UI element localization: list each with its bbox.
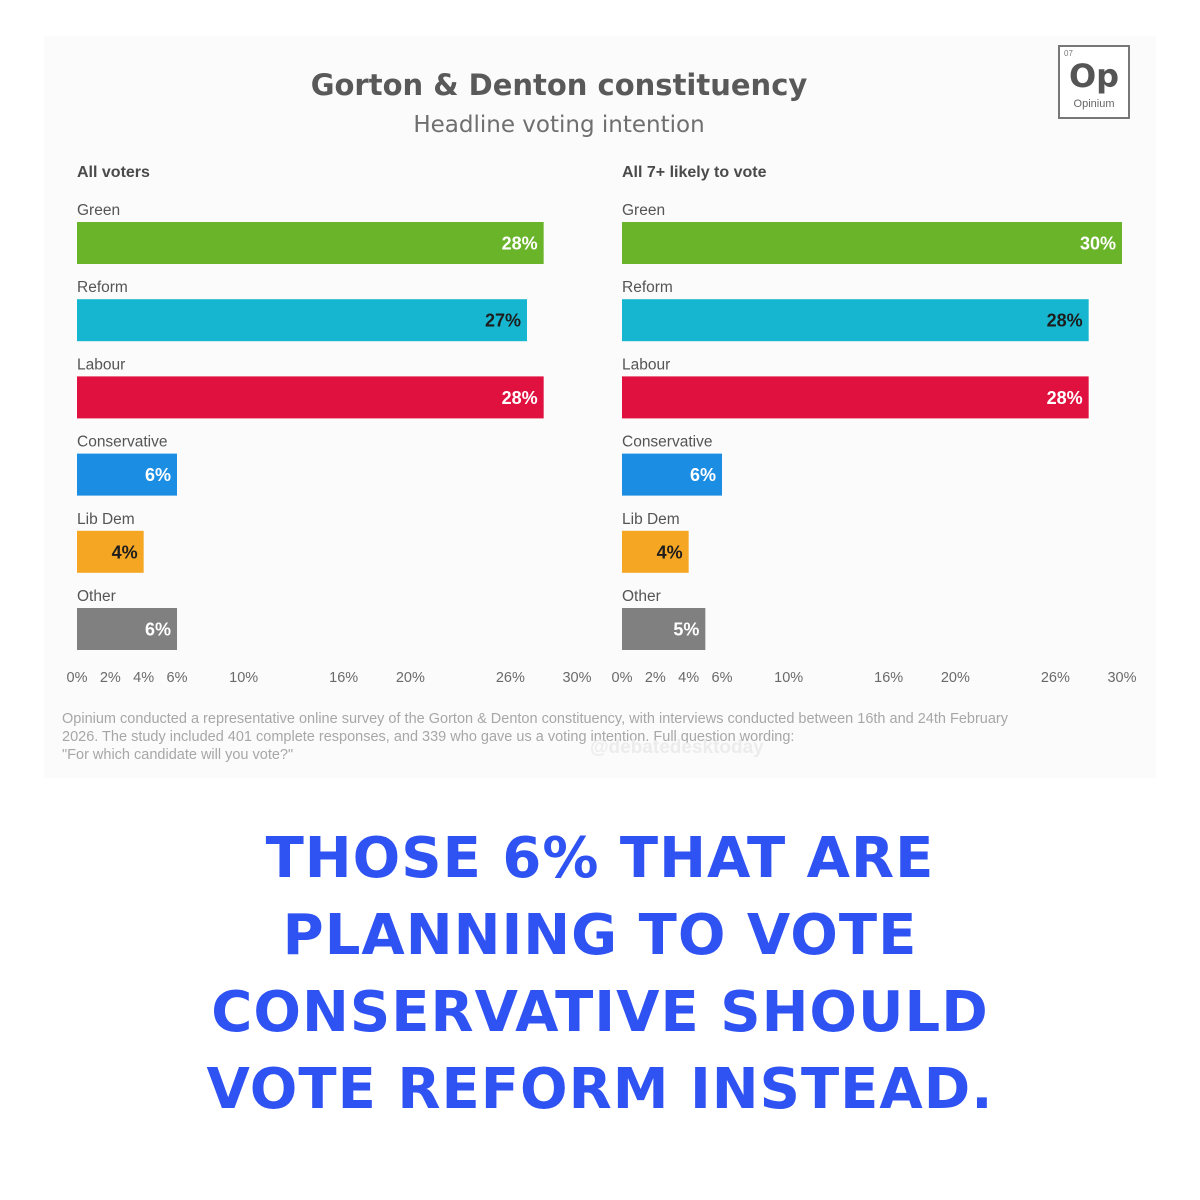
x-tick-label: 16% (329, 670, 358, 686)
category-label-lib-dem: Lib Dem (622, 511, 680, 528)
category-label-reform: Reform (77, 279, 128, 296)
bar-green (622, 222, 1122, 264)
category-label-labour: Labour (622, 356, 670, 373)
caption-line-3: CONSERVATIVE SHOULD (211, 980, 989, 1045)
category-label-lib-dem: Lib Dem (77, 511, 135, 528)
bar-other (77, 608, 177, 650)
chart-subtitle: Headline voting intention (413, 112, 705, 138)
logo-name: Opinium (1073, 98, 1115, 110)
x-tick-label: 20% (941, 670, 970, 686)
bar-charts: Green 28% Reform 27% Labour 28% Conservative 6%… (67, 202, 1137, 686)
bar-conservative (622, 453, 722, 496)
category-label-conservative: Conservative (622, 434, 712, 451)
x-tick-label: 30% (562, 670, 591, 686)
panel-title-likely-voters: All 7+ likely to vote (622, 164, 767, 181)
x-tick-label: 0% (67, 670, 88, 686)
x-tick-label: 0% (612, 670, 633, 686)
value-label-labour: 28% (1047, 388, 1083, 408)
x-tick-label: 4% (678, 670, 699, 686)
opinium-logo: 07 Op Opinium (1058, 45, 1130, 119)
logo-symbol: Op (1068, 57, 1120, 95)
x-tick-label: 30% (1107, 670, 1136, 686)
category-label-green: Green (77, 202, 120, 219)
x-tick-label: 4% (133, 670, 154, 686)
footnote-line-3: "For which candidate will you vote?" (62, 747, 294, 763)
chart-title: Gorton & Denton constituency (310, 68, 808, 102)
caption-line-2: PLANNING TO VOTE (282, 903, 918, 968)
x-tick-label: 2% (645, 670, 666, 686)
category-label-other: Other (77, 588, 116, 605)
footnote-line-2: 2026. The study included 401 complete re… (62, 729, 795, 745)
logo-number: 07 (1064, 49, 1073, 58)
x-tick-label: 10% (229, 670, 258, 686)
value-label-lib-dem: 4% (657, 542, 683, 562)
tiktok-watermark: @debatedesktoday (590, 737, 764, 758)
category-label-labour: Labour (77, 356, 125, 373)
x-tick-label: 26% (1041, 670, 1070, 686)
x-tick-label: 20% (396, 670, 425, 686)
bar-green (77, 222, 544, 264)
category-label-reform: Reform (622, 279, 673, 296)
panel-title-all-voters: All voters (77, 164, 150, 181)
bar-reform (77, 299, 527, 342)
caption-text: THOSE 6% THAT ARE PLANNING TO VOTE CONSE… (0, 820, 1200, 1128)
value-label-reform: 27% (485, 311, 521, 331)
value-label-reform: 28% (1047, 311, 1083, 331)
value-label-green: 28% (502, 234, 538, 254)
bar-other (622, 608, 706, 650)
x-tick-label: 6% (712, 670, 733, 686)
value-label-conservative: 6% (690, 465, 716, 485)
category-label-green: Green (622, 202, 665, 219)
caption-line-4: VOTE REFORM INSTEAD. (206, 1057, 994, 1122)
bar-conservative (77, 453, 177, 496)
value-label-green: 30% (1080, 234, 1116, 254)
x-tick-label: 16% (874, 670, 903, 686)
footnote-line-1: Opinium conducted a representative onlin… (62, 711, 1009, 727)
x-tick-label: 10% (774, 670, 803, 686)
x-tick-label: 2% (100, 670, 121, 686)
value-label-conservative: 6% (145, 465, 171, 485)
value-label-other: 5% (673, 620, 699, 640)
bar-reform (622, 299, 1089, 342)
value-label-labour: 28% (502, 388, 538, 408)
bar-labour (622, 376, 1089, 419)
x-tick-label: 6% (167, 670, 188, 686)
value-label-lib-dem: 4% (112, 542, 138, 562)
methodology-note: Opinium conducted a representative onlin… (62, 710, 1142, 764)
bar-lib-dem (77, 530, 144, 573)
caption-line-1: THOSE 6% THAT ARE (265, 826, 935, 891)
x-tick-label: 26% (496, 670, 525, 686)
category-label-other: Other (622, 588, 661, 605)
value-label-other: 6% (145, 620, 171, 640)
category-label-conservative: Conservative (77, 434, 167, 451)
bar-lib-dem (622, 530, 689, 573)
bar-labour (77, 376, 544, 419)
